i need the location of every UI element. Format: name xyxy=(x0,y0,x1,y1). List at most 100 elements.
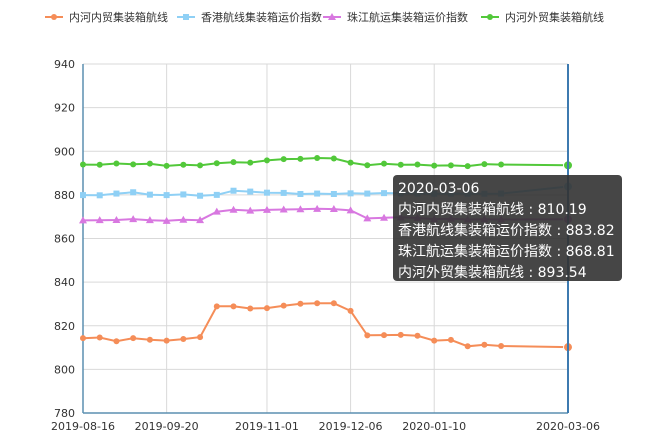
data-point xyxy=(297,155,304,162)
data-point xyxy=(330,191,337,198)
data-point xyxy=(481,341,488,348)
data-point xyxy=(80,335,86,342)
y-tick-label: 820 xyxy=(54,320,75,333)
data-point xyxy=(213,191,220,198)
data-point xyxy=(230,303,237,310)
legend-item: 珠江航运集装箱运价指数 xyxy=(323,10,468,24)
data-point xyxy=(96,161,103,168)
data-point xyxy=(130,161,137,168)
data-point xyxy=(212,207,221,215)
data-point xyxy=(329,205,338,213)
y-tick-label: 860 xyxy=(54,233,75,246)
data-point xyxy=(130,335,137,342)
legend-label: 内河外贸集装箱航线 xyxy=(505,10,604,24)
data-point xyxy=(397,161,404,168)
data-point xyxy=(130,189,137,196)
legend-label: 内河内贸集装箱航线 xyxy=(69,10,168,24)
data-point xyxy=(79,216,87,224)
data-point xyxy=(163,162,170,169)
y-tick-label: 880 xyxy=(54,189,75,202)
data-point xyxy=(464,343,471,350)
x-tick-label: 2019-09-20 xyxy=(135,420,199,433)
data-point xyxy=(481,161,488,168)
data-point xyxy=(113,190,120,197)
data-point xyxy=(146,336,153,343)
data-point xyxy=(197,192,204,199)
data-point xyxy=(487,14,493,20)
data-point xyxy=(363,214,372,222)
x-tick-label: 2019-12-06 xyxy=(319,420,383,433)
data-point xyxy=(313,204,322,212)
data-point xyxy=(179,215,188,223)
data-point xyxy=(330,155,337,162)
y-tick-label: 800 xyxy=(54,363,75,376)
data-point xyxy=(247,188,254,195)
data-point xyxy=(414,161,421,168)
data-point xyxy=(314,300,321,307)
data-point xyxy=(246,206,255,214)
data-point xyxy=(447,336,454,343)
data-point xyxy=(196,216,205,224)
data-point xyxy=(96,192,103,199)
data-point xyxy=(364,332,371,339)
data-point xyxy=(263,157,270,164)
data-point xyxy=(464,163,471,170)
data-point xyxy=(297,300,304,307)
y-tick-label: 920 xyxy=(54,102,75,115)
data-point xyxy=(280,156,287,163)
legend-item: 内河外贸集装箱航线 xyxy=(481,10,604,24)
data-point xyxy=(263,305,270,312)
tooltip: 2020-03-06 内河内贸集装箱航线 : 810.19 香港航线集装箱运价指… xyxy=(393,175,622,281)
data-point xyxy=(95,216,104,224)
data-point xyxy=(113,160,120,167)
data-point xyxy=(431,162,438,169)
data-point xyxy=(330,300,337,307)
data-point xyxy=(197,334,204,341)
series-4 xyxy=(80,155,573,171)
y-tick-label: 780 xyxy=(54,407,75,420)
data-point xyxy=(431,337,438,344)
data-point xyxy=(163,337,170,344)
data-point xyxy=(364,190,371,197)
data-point xyxy=(230,159,237,166)
data-point xyxy=(247,159,254,166)
data-point xyxy=(447,162,454,169)
tooltip-row: 珠江航运集装箱运价指数 : 868.81 xyxy=(398,244,615,260)
data-point xyxy=(197,162,204,169)
data-point xyxy=(262,205,271,213)
data-point xyxy=(381,332,388,339)
data-point xyxy=(381,160,388,167)
data-point xyxy=(180,336,187,343)
x-tick-label: 2020-03-06 xyxy=(536,420,600,433)
axes: 780 800 820 840 860 880 900 920 940 2019-08-16 201… xyxy=(51,58,600,433)
data-point xyxy=(397,331,404,338)
data-point xyxy=(229,205,238,213)
series-line xyxy=(82,302,569,349)
data-point xyxy=(279,205,288,213)
series-line xyxy=(82,156,569,168)
data-point xyxy=(347,159,354,166)
data-point xyxy=(314,155,321,162)
data-point xyxy=(263,189,270,196)
data-point xyxy=(380,213,389,221)
data-point xyxy=(180,161,187,168)
legend-label: 香港航线集装箱运价指数 xyxy=(201,10,322,24)
data-point xyxy=(297,191,304,198)
data-point xyxy=(129,215,138,223)
data-point xyxy=(163,192,170,199)
y-tick-label: 840 xyxy=(54,276,75,289)
data-point xyxy=(162,216,171,224)
data-point xyxy=(113,338,120,345)
data-point xyxy=(347,190,354,197)
data-point xyxy=(328,13,336,20)
legend-label: 珠江航运集装箱运价指数 xyxy=(347,10,468,24)
tooltip-row: 内河外贸集装箱航线 : 893.54 xyxy=(398,265,587,281)
data-point xyxy=(314,190,321,197)
data-point xyxy=(96,334,103,341)
data-point xyxy=(146,160,153,167)
x-tick-label: 2019-11-01 xyxy=(235,420,299,433)
y-tick-label: 940 xyxy=(54,58,75,71)
data-point xyxy=(364,162,371,169)
data-point xyxy=(346,206,355,214)
tooltip-row: 内河内贸集装箱航线 : 810.19 xyxy=(398,202,587,218)
